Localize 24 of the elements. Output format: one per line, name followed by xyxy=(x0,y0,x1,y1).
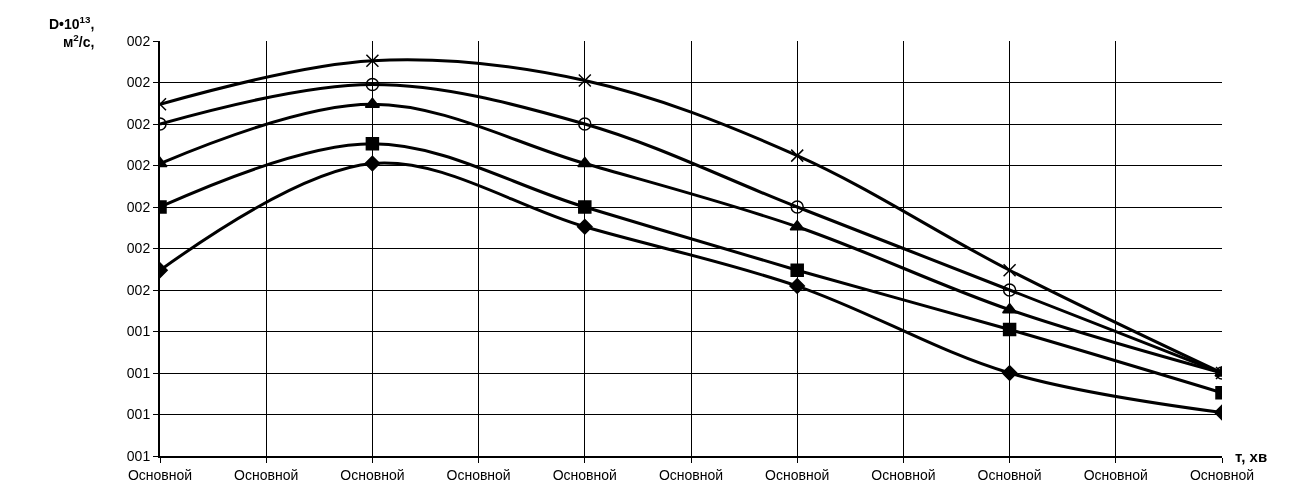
x-tick-label: Основной xyxy=(1083,466,1148,483)
x-tick-label: Основной xyxy=(658,466,724,483)
text: 002 xyxy=(126,281,151,298)
text: 002 xyxy=(126,74,151,91)
x-axis-title: т, хв xyxy=(1235,448,1268,465)
x-tick-label: Основной xyxy=(871,466,936,483)
x-tick-label: Основной xyxy=(446,466,511,483)
x-tick-label: Основной xyxy=(1189,466,1255,483)
x-tick-label: Основной xyxy=(977,466,1042,483)
text: 001 xyxy=(126,406,151,423)
x-tick-label: Основной xyxy=(552,466,617,483)
x-tick-label: Основной xyxy=(765,466,830,483)
text: 001 xyxy=(126,364,151,381)
text: 002 xyxy=(126,157,151,174)
x-tick-label: Основной xyxy=(340,466,405,483)
x-tick-label: Основной xyxy=(127,466,193,483)
text: D•10$^{13}$, м$^{2}$/с, xyxy=(49,14,95,51)
x-tick-label: Основной xyxy=(234,466,299,483)
text: 002 xyxy=(126,115,151,132)
text: 002 xyxy=(126,240,151,257)
text: 001 xyxy=(126,447,151,464)
text: 002 xyxy=(126,32,151,49)
text: 002 xyxy=(126,198,151,215)
text: 001 xyxy=(126,323,151,340)
